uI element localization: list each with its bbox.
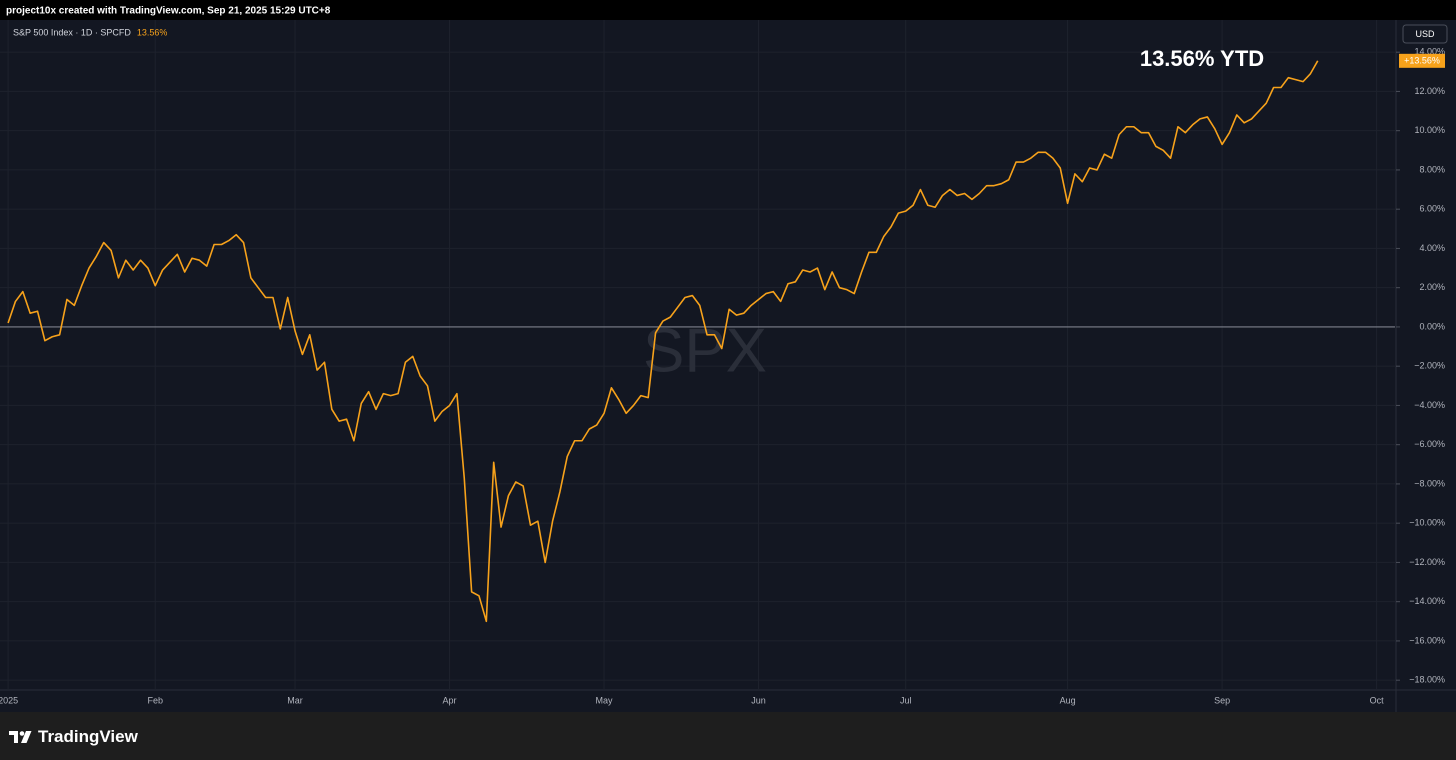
y-tick-label: −8.00%: [1414, 478, 1445, 488]
x-tick-label: Jun: [751, 695, 766, 705]
y-tick-label: 14.00%: [1414, 47, 1445, 57]
y-tick-label: 2.00%: [1419, 282, 1445, 292]
x-tick-label: Oct: [1370, 695, 1385, 705]
y-tick-label: −16.00%: [1409, 635, 1445, 645]
brand-name: TradingView: [38, 727, 139, 746]
y-tick-label: 12.00%: [1414, 86, 1445, 96]
annotation: 13.56% YTD: [1140, 46, 1264, 71]
y-tick-label: −4.00%: [1414, 400, 1445, 410]
x-tick-label: Mar: [287, 695, 303, 705]
y-tick-label: −10.00%: [1409, 518, 1445, 528]
x-tick-label: Aug: [1060, 695, 1076, 705]
y-tick-label: 10.00%: [1414, 125, 1445, 135]
y-tick-label: −14.00%: [1409, 596, 1445, 606]
y-tick-label: −12.00%: [1409, 557, 1445, 567]
y-tick-label: 8.00%: [1419, 164, 1445, 174]
y-tick-label: 0.00%: [1419, 321, 1445, 331]
logo-part: [21, 731, 32, 743]
last-value-tag: [1399, 53, 1445, 68]
currency-label: USD: [1415, 29, 1435, 39]
x-tick-label: May: [596, 695, 614, 705]
brand-logo: [9, 731, 32, 743]
x-tick-label: 2025: [0, 695, 18, 705]
currency-box: [1402, 24, 1448, 44]
x-tick-label: Feb: [147, 695, 163, 705]
logo-part: [19, 731, 25, 736]
y-tick-label: −18.00%: [1409, 675, 1445, 685]
header-bar: [0, 0, 1456, 20]
y-tick-label: 6.00%: [1419, 204, 1445, 214]
y-tick-label: −2.00%: [1414, 361, 1445, 371]
footer-bar: [0, 712, 1456, 760]
header-text: project10x created with TradingView.com,…: [6, 6, 331, 17]
line-series: [7, 60, 1319, 623]
logo-part: [9, 731, 18, 743]
y-tick-label: 4.00%: [1419, 243, 1445, 253]
legend-value: 13.56%: [137, 27, 168, 37]
x-tick-label: Apr: [443, 695, 457, 705]
x-tick-label: Jul: [900, 695, 912, 705]
last-value-label: +13.56%: [1404, 56, 1440, 66]
y-tick-label: −6.00%: [1414, 439, 1445, 449]
plot: [0, 60, 1395, 623]
legend-entry: S&P 500 Index · 1D · SPCFD: [13, 27, 131, 37]
x-tick-label: Sep: [1214, 695, 1230, 705]
